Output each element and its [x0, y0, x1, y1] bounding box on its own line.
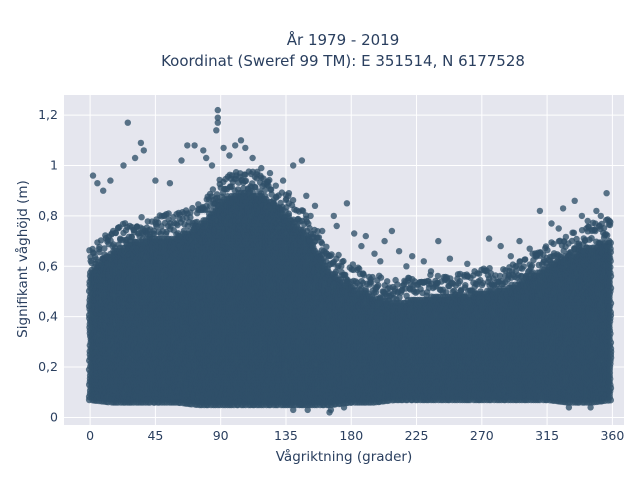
data-point: [112, 229, 120, 237]
data-point: [266, 176, 273, 184]
data-point: [96, 243, 103, 251]
data-point: [187, 214, 194, 221]
data-point: [93, 256, 100, 263]
data-point: [138, 214, 145, 221]
data-point: [101, 245, 108, 252]
data-point: [267, 186, 274, 193]
data-point: [97, 237, 105, 244]
data-point: [189, 204, 196, 212]
chart-subtitle: Koordinat (Sweref 99 TM): E 351514, N 61…: [161, 52, 525, 70]
data-point: [241, 177, 249, 185]
data-points: [85, 106, 615, 416]
chart-title: År 1979 - 2019: [287, 30, 400, 49]
